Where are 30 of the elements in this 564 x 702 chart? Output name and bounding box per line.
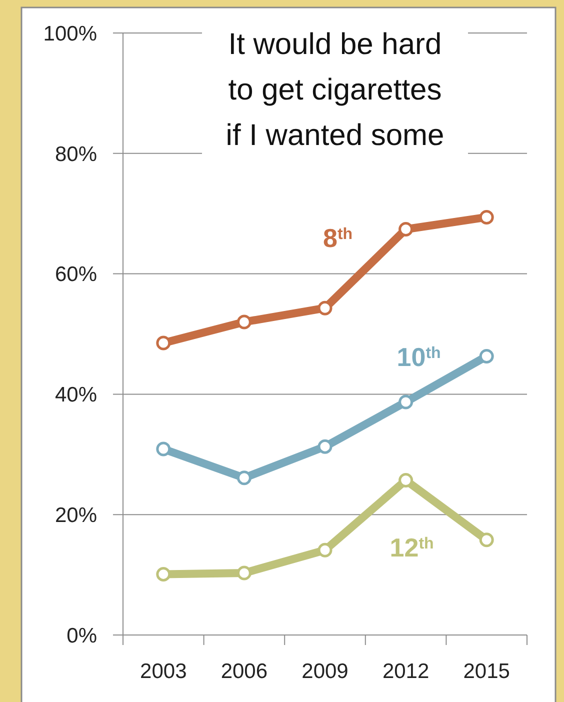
point xyxy=(156,566,171,582)
point xyxy=(398,222,414,236)
text: It would be hard to get cigarettes if I wanted some xyxy=(226,28,444,152)
point xyxy=(398,473,414,488)
y-tick-label: 40% xyxy=(54,384,97,407)
x-tick-label: 2015 xyxy=(463,660,510,683)
x-tick-label: 2009 xyxy=(302,660,348,683)
point xyxy=(479,349,494,364)
series-label: 10$^{th}$ xyxy=(396,342,441,372)
y-tick-label: 100% xyxy=(43,22,97,46)
point xyxy=(318,300,332,316)
point xyxy=(398,394,414,410)
point xyxy=(479,210,494,224)
point xyxy=(156,336,171,350)
series-label: 8$^{th}$ xyxy=(323,223,353,254)
series-label: 12$^{th}$ xyxy=(390,532,434,562)
point xyxy=(318,542,332,558)
point xyxy=(236,566,252,580)
y-tick-label: 20% xyxy=(54,504,97,527)
point xyxy=(318,439,332,454)
x-tick-label: 2006 xyxy=(220,660,268,683)
point xyxy=(156,442,171,456)
x-tick-label: 2003 xyxy=(140,660,187,683)
point xyxy=(236,470,252,486)
y-tick-label: 60% xyxy=(54,263,97,286)
x-tick-label: 2012 xyxy=(382,660,430,683)
y-tick-label: 0% xyxy=(66,624,97,648)
point xyxy=(236,314,252,330)
y-tick-label: 80% xyxy=(54,142,97,166)
point xyxy=(479,532,494,548)
